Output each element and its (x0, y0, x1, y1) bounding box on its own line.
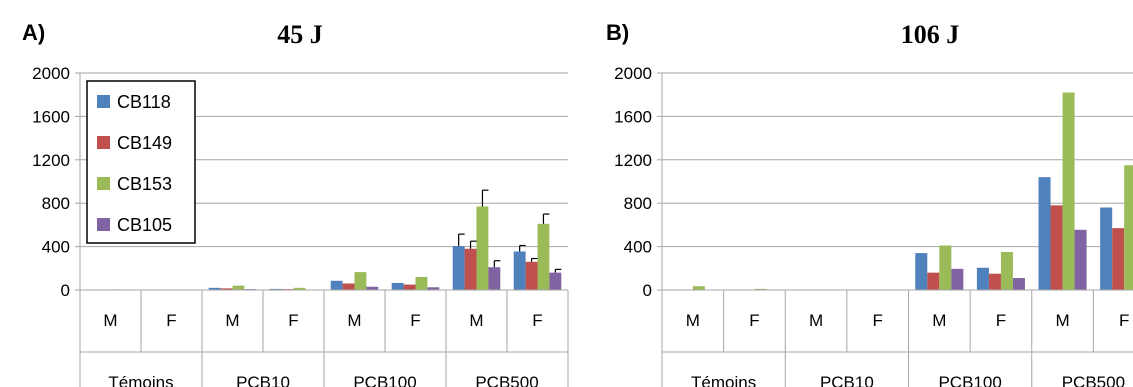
bar-cb149 (403, 284, 416, 290)
bar-cb149 (988, 273, 1001, 290)
bar-cb118 (915, 253, 928, 290)
legend-entry: CB149 (117, 133, 172, 153)
group-label: Témoins (691, 373, 756, 387)
x-tick-label: M (469, 311, 483, 330)
legend-swatch (97, 218, 110, 231)
y-tick-label: 400 (624, 238, 652, 257)
x-tick-label: M (1055, 311, 1069, 330)
y-tick-label: 1600 (614, 107, 652, 126)
bar-cb149 (525, 261, 538, 290)
bar-cb149 (1050, 205, 1063, 290)
bar-cb149 (342, 283, 355, 290)
x-tick-label: M (225, 311, 239, 330)
bar-cb105 (427, 287, 440, 290)
x-tick-label: F (1119, 311, 1129, 330)
bar-cb118 (976, 267, 989, 290)
x-tick-label: F (410, 311, 420, 330)
bar-cb149 (220, 288, 233, 290)
y-tick-label: 2000 (614, 64, 652, 83)
bar-cb149 (927, 272, 940, 290)
group-label: Témoins (108, 373, 173, 387)
y-tick-label: 1600 (32, 107, 70, 126)
bar-cb153 (1000, 252, 1013, 290)
bar-cb153 (354, 272, 367, 290)
panel-b-title: 106 J (901, 20, 960, 49)
y-tick-label: 1200 (614, 151, 652, 170)
y-tick-label: 800 (42, 194, 70, 213)
y-tick-label: 0 (61, 281, 70, 300)
group-label: PCB100 (353, 373, 416, 387)
x-tick-label: F (749, 311, 759, 330)
panel-b-chart: B) 106 J 0 400 800 1200 1600 2000 M F M F M F M F Témo… (606, 20, 1133, 387)
bar-cb105 (366, 286, 379, 290)
bar-cb118 (330, 280, 343, 290)
y-tick-label: 2000 (32, 64, 70, 83)
y-tick-label: 800 (624, 194, 652, 213)
legend-entry: CB105 (117, 215, 172, 235)
bar-cb105 (488, 267, 501, 290)
bar-cb153 (1124, 165, 1133, 290)
bar-cb149 (1112, 228, 1125, 290)
bar-cb153 (476, 206, 489, 290)
y-tick-label: 1200 (32, 151, 70, 170)
legend-swatch (97, 95, 110, 108)
bar-cb118 (391, 282, 404, 290)
panel-a-label: A) (22, 20, 45, 45)
x-tick-label: M (347, 311, 361, 330)
panel-a-title: 45 J (277, 20, 323, 49)
bar-cb153 (692, 286, 705, 290)
bar-cb149 (464, 248, 477, 290)
panel-a-chart: A) 45 J 0 400 800 1200 1600 2000 M F M F M F M F Témoi… (22, 20, 569, 387)
x-tick-label: F (532, 311, 542, 330)
legend-swatch (97, 177, 110, 190)
bar-cb118 (513, 251, 526, 290)
x-tick-label: F (166, 311, 176, 330)
x-tick-label: M (809, 311, 823, 330)
bar-cb105 (1012, 278, 1025, 290)
legend-entry: CB153 (117, 174, 172, 194)
group-label: PCB10 (820, 373, 874, 387)
bar-cb105 (549, 272, 562, 290)
x-tick-label: M (103, 311, 117, 330)
bar-cb118 (269, 288, 282, 290)
group-label: PCB100 (938, 373, 1001, 387)
x-tick-label: F (872, 311, 882, 330)
bar-cb118 (452, 246, 465, 290)
x-tick-label: F (996, 311, 1006, 330)
legend-entry: CB118 (117, 92, 171, 112)
bar-cb153 (1062, 92, 1075, 290)
bar-cb153 (293, 287, 306, 290)
bar-cb118 (208, 287, 221, 290)
group-label: PCB500 (1062, 373, 1125, 387)
bar-cb105 (1074, 229, 1087, 290)
x-tick-label: M (932, 311, 946, 330)
bar-cb153 (415, 276, 428, 290)
legend-swatch (97, 136, 110, 149)
x-tick-label: M (686, 311, 700, 330)
bar-cb153 (537, 223, 550, 290)
bar-cb153 (232, 285, 245, 290)
bar-cb118 (1038, 177, 1051, 290)
y-tick-label: 400 (42, 238, 70, 257)
bar-cb118 (1100, 207, 1113, 290)
y-tick-label: 0 (643, 281, 652, 300)
bar-cb105 (951, 268, 964, 290)
bar-cb153 (939, 245, 952, 290)
x-tick-label: F (288, 311, 298, 330)
panel-b-label: B) (606, 20, 629, 45)
bar-cb153 (754, 288, 767, 290)
group-label: PCB10 (236, 373, 290, 387)
group-label: PCB500 (475, 373, 538, 387)
